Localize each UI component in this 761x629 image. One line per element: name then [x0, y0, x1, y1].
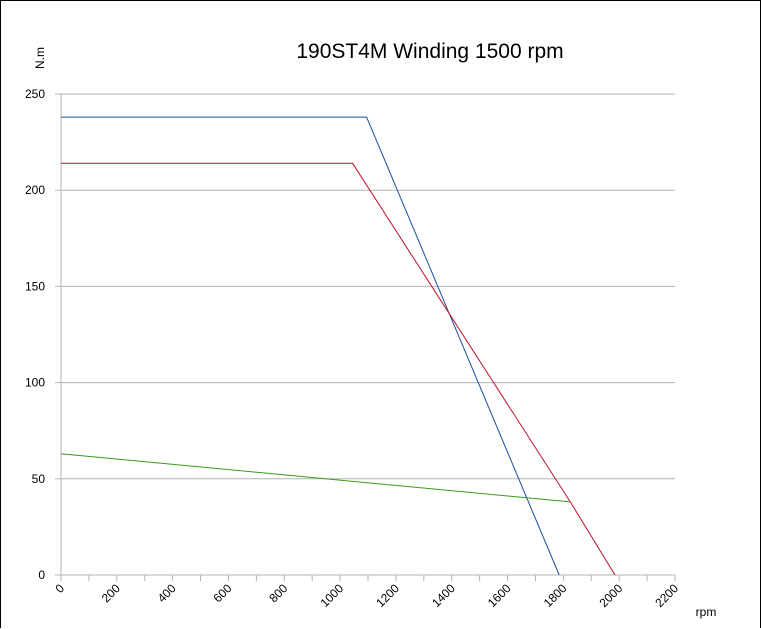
x-tick-label: 0: [52, 581, 67, 596]
x-axis-unit: rpm: [696, 605, 717, 619]
x-tick-labels: 0 200 400 600 800 1000 1200 1400 1600 1800 2000 220…: [52, 581, 681, 610]
chart-title: 190ST4M Winding 1500 rpm: [296, 40, 563, 63]
x-tick-label: 2200: [652, 581, 681, 610]
series-lines: [60, 116, 616, 576]
y-tick-label: 50: [32, 472, 46, 486]
x-tick-label: 1800: [541, 581, 570, 610]
y-tick-labels: 0 50 100 150 200 250: [25, 87, 45, 582]
y-tick-label: 200: [25, 183, 45, 197]
axes: [55, 93, 676, 581]
x-tick-label: 1400: [429, 581, 458, 610]
y-tick-label: 0: [38, 568, 45, 582]
y-tick-label: 100: [25, 376, 45, 390]
x-tick-label: 600: [211, 581, 235, 605]
y-axis-unit: N.m: [33, 47, 47, 69]
x-tick-label: 2000: [597, 581, 626, 610]
x-tick-label: 200: [99, 581, 123, 605]
x-tick-label: 1000: [317, 581, 346, 610]
x-tick-label: 1200: [373, 581, 402, 610]
y-tick-label: 250: [25, 87, 45, 101]
x-tick-label: 800: [266, 581, 290, 605]
series-line-2: [61, 162, 616, 576]
y-tick-label: 150: [25, 279, 45, 293]
series-line-1: [61, 116, 560, 576]
x-tick-label: 400: [155, 581, 179, 605]
series-line-3: [60, 453, 571, 503]
x-tick-label: 1600: [485, 581, 514, 610]
grid-lines: [61, 93, 675, 480]
